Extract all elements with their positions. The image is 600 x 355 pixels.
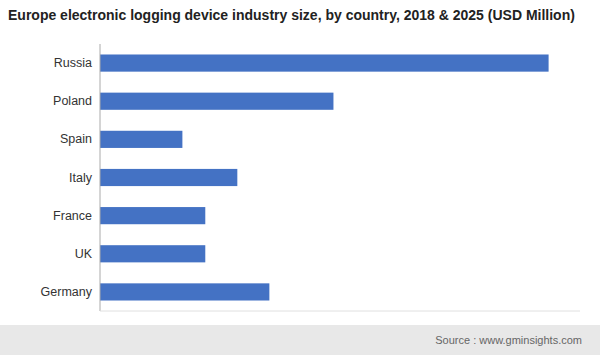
bar — [100, 245, 205, 262]
bar — [100, 54, 549, 71]
y-tick-label: Russia — [54, 56, 92, 70]
title: Europe electronic logging device industr… — [8, 7, 575, 23]
y-tick-label: Italy — [69, 171, 93, 185]
bar — [100, 131, 182, 148]
bar — [100, 93, 333, 110]
source: Source : www.gminsights.com — [435, 334, 582, 346]
y-tick-label: Spain — [60, 132, 92, 146]
y-tick-label: Poland — [53, 94, 92, 108]
x-axis-line — [100, 311, 580, 312]
bar — [100, 207, 205, 224]
chart: Europe electronic logging device industr… — [0, 0, 600, 355]
y-tick-label: Germany — [41, 285, 93, 299]
zero-line — [100, 44, 101, 311]
bars — [100, 54, 549, 300]
y-tick-label: UK — [75, 247, 93, 261]
y-tick-label: France — [53, 209, 92, 223]
bar — [100, 283, 269, 300]
footer-band — [0, 325, 600, 355]
bar — [100, 169, 237, 186]
